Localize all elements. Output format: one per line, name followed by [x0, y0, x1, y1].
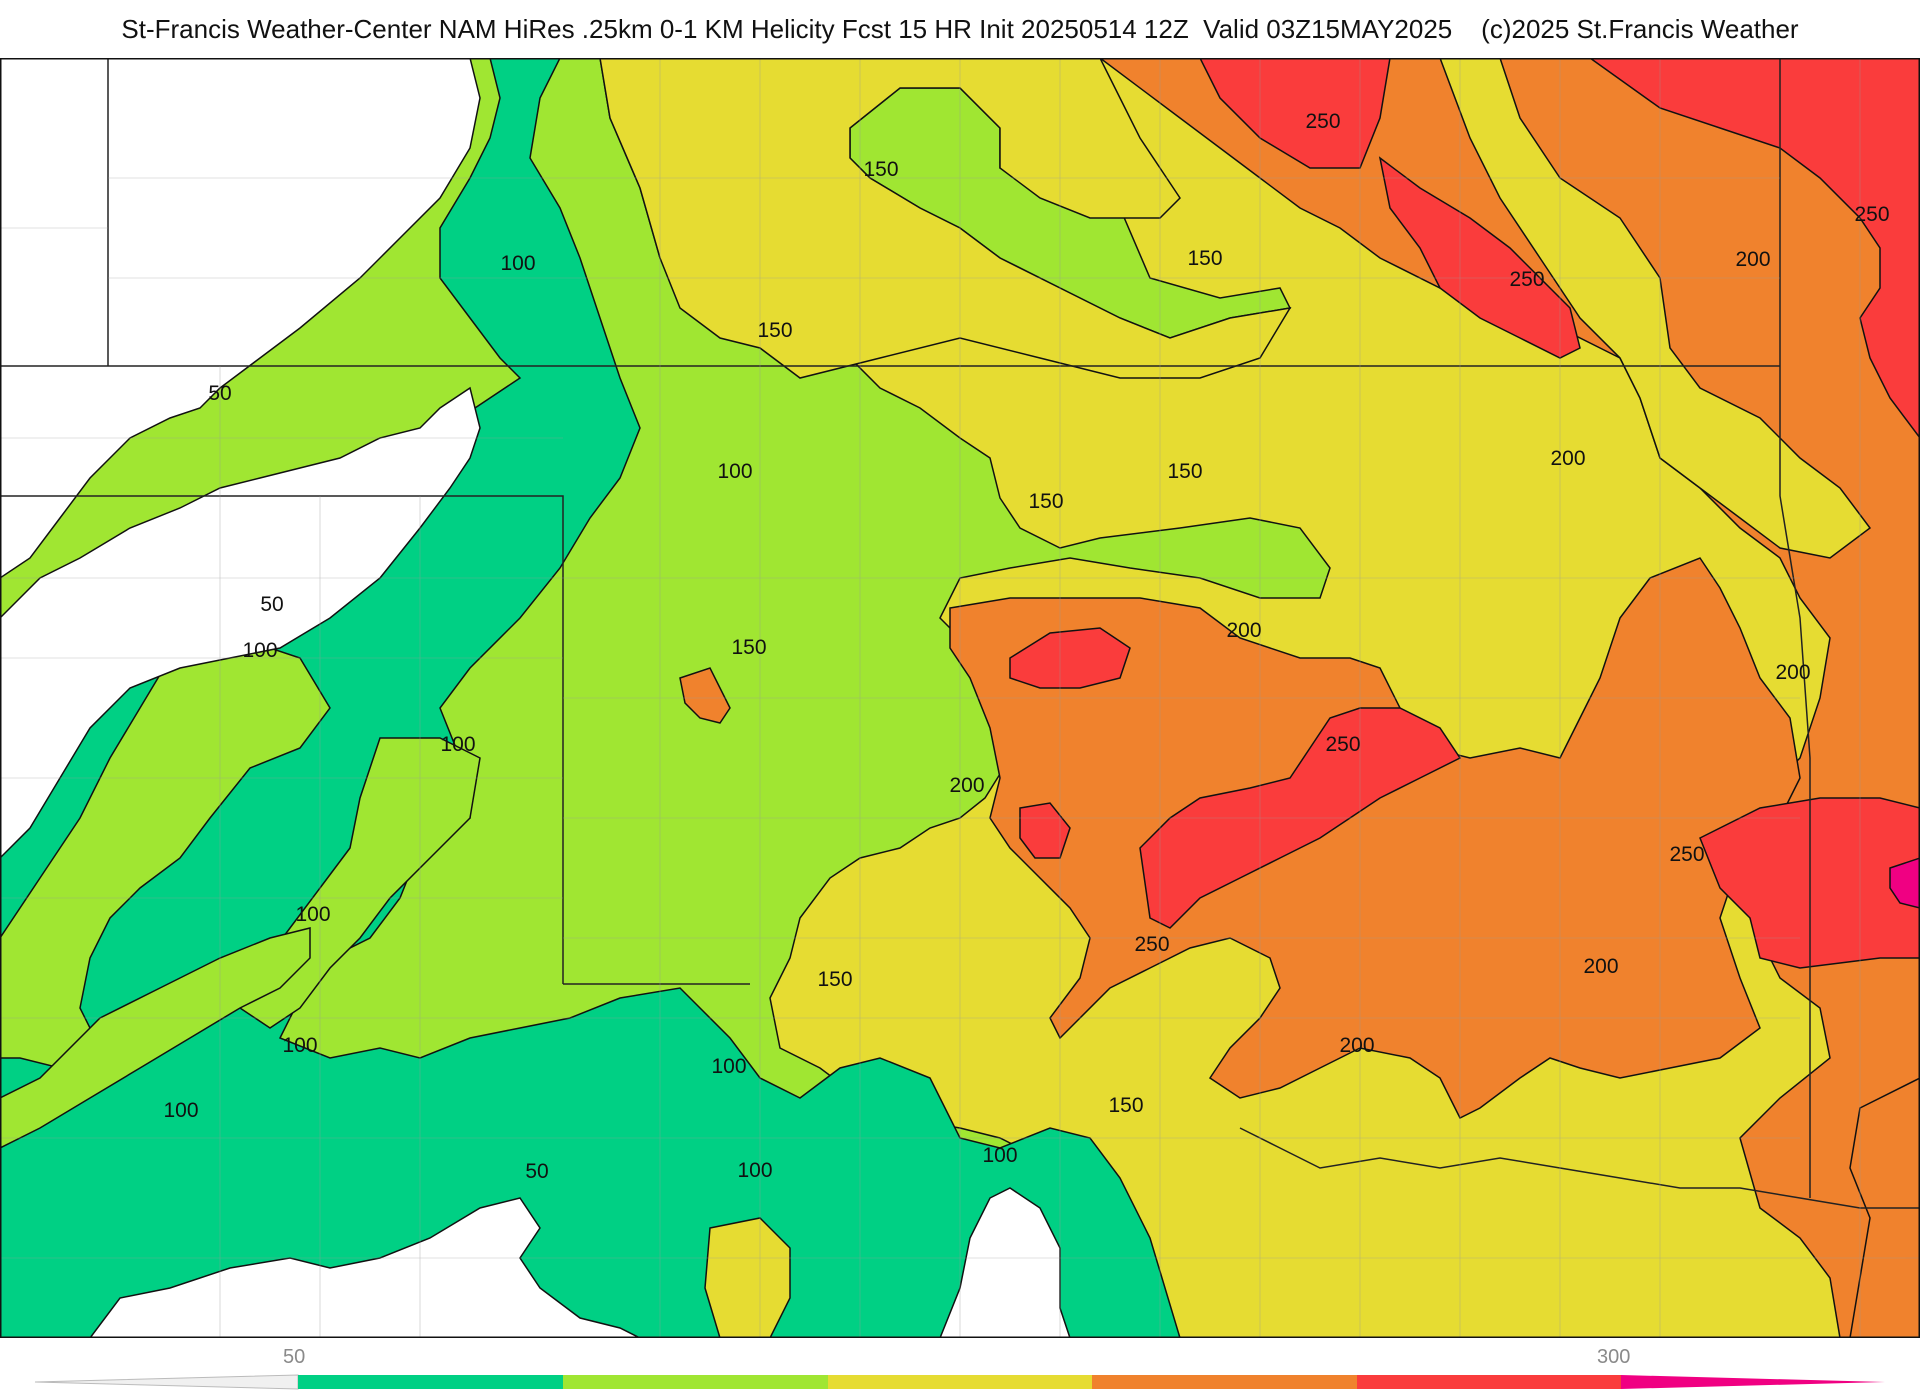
contour-label: 200	[1735, 248, 1770, 271]
field-150-200-ne-corridor	[1439, 58, 1872, 559]
contour-labels: 250 250 250 150 150 200 100 150 50 200 1…	[163, 110, 1889, 1183]
contour-label: 100	[737, 1159, 772, 1182]
field-150-200-south-island	[704, 1217, 791, 1338]
field-100-150-lobe-a	[0, 637, 331, 1069]
contour-label: 250	[1134, 933, 1169, 956]
state-boundaries	[0, 58, 1920, 1209]
contour-label: 100	[440, 733, 475, 756]
colorbar-min-arrow	[34, 1374, 299, 1390]
contour-label: 250	[1325, 733, 1360, 756]
contour-label: 200	[1226, 619, 1261, 642]
contour-label: 150	[1108, 1094, 1143, 1117]
contour-label: 200	[1583, 955, 1618, 978]
contour-label: 50	[208, 382, 231, 405]
contour-label: 150	[1028, 490, 1063, 513]
map-frame	[0, 58, 1920, 1338]
colorbar-tick-label: 300	[1597, 1346, 1631, 1368]
field-100-150-lobe-c	[0, 927, 311, 1149]
contour-label: 50	[525, 1160, 548, 1183]
contour-label: 100	[282, 1034, 317, 1057]
contour-label: 100	[242, 639, 277, 662]
contour-label: 150	[1167, 460, 1202, 483]
colorbar-swatch	[1092, 1375, 1357, 1389]
colorbar-swatch	[1357, 1375, 1621, 1389]
field-200-250-island-a	[679, 667, 731, 724]
map-svg: 250 250 250 150 150 200 100 150 50 200 1…	[0, 58, 1920, 1338]
field-300-plus	[1889, 857, 1920, 909]
contour-label: 200	[949, 774, 984, 797]
colorbar-tick-label: 50	[283, 1346, 306, 1368]
field-250-300-small-a	[1009, 627, 1131, 689]
field-250-300-ne-a	[1199, 58, 1391, 169]
field-200-250-ne	[1098, 58, 1920, 1338]
helicity-map: 250 250 250 150 150 200 100 150 50 200 1…	[0, 58, 1920, 1338]
contour-label: 100	[717, 460, 752, 483]
field-250-300-ne-c	[1588, 58, 1920, 440]
field-250-300-ne-b	[1378, 156, 1581, 359]
field-below-50-w	[0, 386, 481, 860]
contour-label: 150	[863, 158, 898, 181]
contour-label: 250	[1305, 110, 1340, 133]
colorbar-swatch	[563, 1375, 828, 1389]
field-below-50-s2	[939, 1187, 1071, 1338]
contour-label: 100	[711, 1055, 746, 1078]
field-below-50-nw	[0, 58, 481, 579]
contour-label: 100	[295, 903, 330, 926]
county-grid	[0, 58, 1920, 1338]
title-text: St-Francis Weather-Center NAM HiRes .25k…	[121, 14, 1453, 44]
colorbar-swatch	[828, 1375, 1092, 1389]
contour-label: 100	[163, 1099, 198, 1122]
map-title: St-Francis Weather-Center NAM HiRes .25k…	[0, 14, 1920, 54]
contour-label: 150	[757, 319, 792, 342]
contour-label: 100	[500, 252, 535, 275]
contour-label: 50	[260, 593, 283, 616]
contour-label: 250	[1509, 268, 1544, 291]
contour-label: 200	[1775, 661, 1810, 684]
contour-label: 100	[982, 1144, 1017, 1167]
colorbar: 50 300	[0, 1338, 1920, 1400]
contour-label: 150	[731, 636, 766, 659]
colorbar-max-arrow	[1621, 1375, 1885, 1389]
contour-label: 150	[817, 968, 852, 991]
credit-text: (c)2025 St.Francis Weather	[1481, 14, 1799, 44]
contour-label: 200	[1339, 1034, 1374, 1057]
contour-label: 200	[1550, 447, 1585, 470]
colorbar-swatch	[298, 1375, 563, 1389]
contour-label: 250	[1854, 203, 1889, 226]
field-below-50-s	[89, 1197, 641, 1338]
contour-label: 150	[1187, 247, 1222, 270]
contour-label: 250	[1669, 843, 1704, 866]
colorbar-svg	[34, 1374, 1885, 1390]
